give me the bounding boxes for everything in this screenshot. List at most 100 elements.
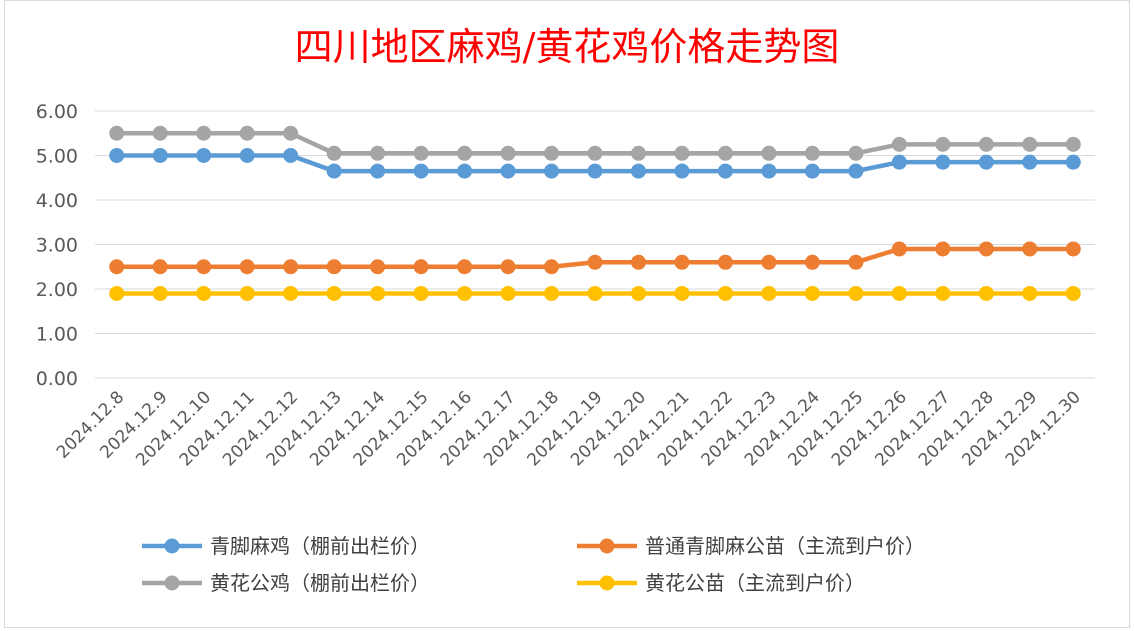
data-point (630, 285, 646, 301)
data-point (196, 285, 212, 301)
data-point (761, 285, 777, 301)
data-point (544, 285, 560, 301)
data-point (630, 163, 646, 179)
data-point (717, 163, 733, 179)
data-point (891, 285, 907, 301)
data-point (152, 148, 168, 163)
data-point (935, 154, 951, 170)
data-point (674, 254, 690, 270)
data-point (848, 163, 864, 179)
y-tick-label: 2.00 (36, 279, 78, 301)
data-point (978, 154, 994, 170)
data-point (500, 259, 516, 275)
legend-item: 黄花公鸡（棚前出栏价） (142, 571, 430, 595)
data-point (1065, 285, 1081, 301)
legend-label: 黄花公鸡（棚前出栏价） (210, 571, 430, 595)
data-point (370, 285, 386, 301)
data-point (1022, 136, 1038, 152)
data-point (370, 163, 386, 179)
legend-swatch-marker (164, 538, 180, 554)
data-point (630, 145, 646, 161)
data-point (717, 254, 733, 270)
data-point (196, 259, 212, 275)
data-point (891, 241, 907, 257)
data-point (239, 148, 255, 163)
data-point (326, 145, 342, 161)
y-tick-label: 3.00 (36, 235, 78, 257)
series-3 (109, 285, 1081, 301)
x-axis-ticks: 2024.12.82024.12.92024.12.102024.12.1120… (53, 387, 1085, 470)
data-point (109, 285, 125, 301)
data-point (544, 145, 560, 161)
legend-label: 黄花公苗（主流到户价） (645, 571, 865, 595)
data-point (326, 285, 342, 301)
legend-item: 青脚麻鸡（棚前出栏价） (142, 534, 430, 558)
data-point (370, 145, 386, 161)
data-point (1022, 154, 1038, 170)
data-point (152, 125, 168, 141)
data-point (196, 148, 212, 163)
y-axis-ticks: 0.00 1.00 2.00 3.00 4.00 5.00 6.00 (36, 101, 78, 390)
data-point (457, 145, 473, 161)
data-point (152, 259, 168, 275)
data-point (804, 163, 820, 179)
data-point (848, 285, 864, 301)
chart-frame (4, 0, 1130, 628)
data-point (935, 285, 951, 301)
data-point (674, 163, 690, 179)
data-point (500, 145, 516, 161)
data-point (717, 145, 733, 161)
data-point (326, 259, 342, 275)
data-point (239, 259, 255, 275)
legend-label: 青脚麻鸡（棚前出栏价） (210, 534, 430, 558)
series-1 (109, 241, 1081, 275)
data-point (761, 163, 777, 179)
data-point (1065, 154, 1081, 170)
legend-swatch-marker (164, 575, 180, 591)
data-point (413, 145, 429, 161)
data-point (630, 254, 646, 270)
data-point (717, 285, 733, 301)
data-point (848, 145, 864, 161)
data-point (326, 163, 342, 179)
data-point (457, 163, 473, 179)
data-point (413, 259, 429, 275)
y-tick-label: 0.00 (36, 368, 78, 390)
data-point (1065, 241, 1081, 257)
data-point (761, 254, 777, 270)
data-point (587, 163, 603, 179)
data-point (457, 285, 473, 301)
legend-item: 普通青脚麻公苗（主流到户价） (577, 534, 925, 558)
data-point (935, 241, 951, 257)
series-2 (109, 125, 1081, 161)
data-point (1065, 136, 1081, 152)
data-point (674, 285, 690, 301)
data-point (370, 259, 386, 275)
data-point (283, 125, 299, 141)
legend-label: 普通青脚麻公苗（主流到户价） (645, 534, 925, 558)
data-point (804, 254, 820, 270)
data-point (1022, 241, 1038, 257)
legend-swatch-marker (599, 575, 615, 591)
data-point (413, 285, 429, 301)
data-point (152, 285, 168, 301)
data-point (848, 254, 864, 270)
data-point (891, 154, 907, 170)
data-point (587, 145, 603, 161)
data-point (500, 163, 516, 179)
data-point (283, 259, 299, 275)
data-point (109, 148, 125, 163)
data-point (109, 125, 125, 141)
data-point (587, 285, 603, 301)
data-point (457, 259, 473, 275)
data-point (978, 136, 994, 152)
data-point (978, 285, 994, 301)
data-point (283, 285, 299, 301)
chart-title: 四川地区麻鸡/黄花鸡价格走势图 (295, 25, 840, 69)
data-point (804, 285, 820, 301)
data-point (283, 148, 299, 163)
data-point (761, 145, 777, 161)
data-point (544, 163, 560, 179)
data-point (587, 254, 603, 270)
